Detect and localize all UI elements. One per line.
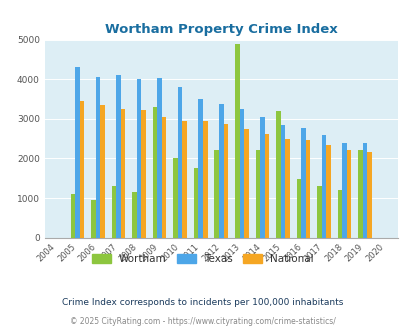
Bar [357,150,362,238]
Bar [100,105,104,238]
Bar [234,44,239,238]
Bar [202,121,207,238]
Bar [260,117,264,238]
Text: © 2025 CityRating.com - https://www.cityrating.com/crime-statistics/: © 2025 CityRating.com - https://www.city… [70,317,335,326]
Bar [284,139,289,238]
Bar [301,127,305,238]
Bar [239,109,243,238]
Bar [75,67,79,238]
Text: Crime Index corresponds to incidents per 100,000 inhabitants: Crime Index corresponds to incidents per… [62,298,343,307]
Bar [136,79,141,238]
Bar [280,125,284,238]
Bar [264,134,269,238]
Bar [173,158,177,238]
Bar [198,99,202,238]
Bar [223,123,228,238]
Bar [296,179,301,238]
Bar [177,87,182,238]
Bar [141,110,145,238]
Bar [121,109,125,238]
Bar [116,75,121,238]
Bar [275,111,280,238]
Bar [316,186,321,238]
Bar [157,79,162,238]
Bar [243,129,248,238]
Bar [325,145,330,238]
Bar [79,101,84,238]
Bar [70,194,75,238]
Bar [255,150,260,238]
Bar [346,150,350,238]
Bar [132,192,136,238]
Bar [218,104,223,238]
Bar [214,150,218,238]
Bar [91,200,96,238]
Legend: Wortham, Texas, National: Wortham, Texas, National [89,250,316,267]
Bar [153,107,157,238]
Bar [341,143,346,238]
Bar [111,186,116,238]
Bar [194,168,198,238]
Bar [321,135,325,238]
Bar [96,77,100,238]
Bar [305,140,309,238]
Bar [182,121,187,238]
Bar [162,117,166,238]
Bar [337,190,341,238]
Title: Wortham Property Crime Index: Wortham Property Crime Index [104,23,337,36]
Bar [362,143,367,238]
Bar [367,152,371,238]
